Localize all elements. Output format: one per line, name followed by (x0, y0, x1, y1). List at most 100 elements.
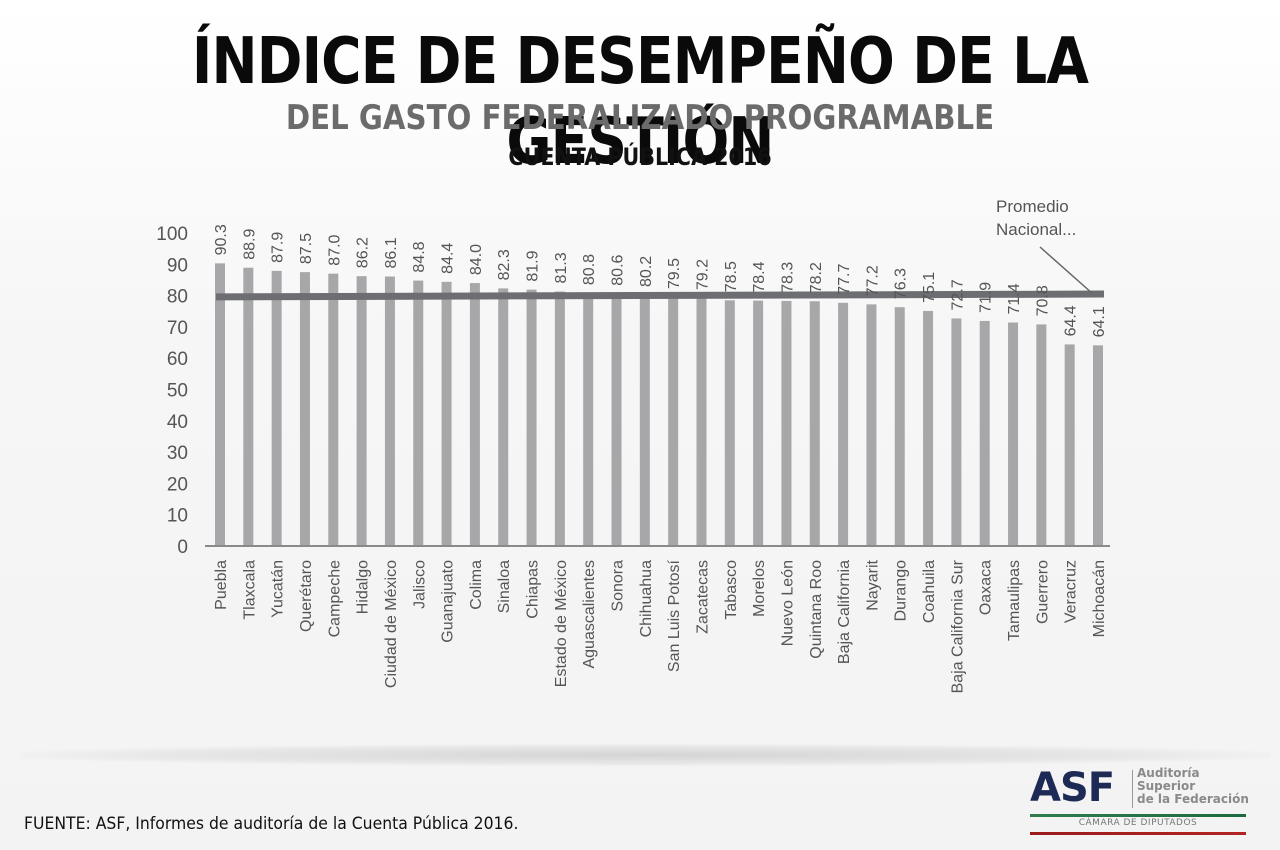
x-tick-label: Oaxaca (978, 560, 995, 615)
bar (668, 297, 679, 546)
y-tick-label: 70 (167, 318, 188, 339)
data-label: 78.4 (751, 261, 768, 292)
bar (979, 320, 990, 546)
data-label: 64.1 (1091, 306, 1108, 337)
average-line-group (215, 290, 1105, 301)
bar (838, 302, 849, 546)
y-axis: 0 10 20 30 40 50 60 70 80 90 100 (156, 224, 188, 558)
data-label: 84.0 (468, 244, 485, 275)
x-tick-label: Querétaro (298, 560, 315, 632)
logo-acronym: ASF (1030, 765, 1115, 811)
x-tick-label: Baja California (836, 560, 853, 664)
logo-camara: CÁMARA DE DIPUTADOS (1078, 818, 1198, 828)
y-tick-label: 20 (167, 474, 188, 495)
data-label: 71.9 (978, 282, 995, 313)
y-tick-label: 100 (156, 224, 188, 245)
y-tick-label: 10 (167, 506, 188, 527)
data-label: 75.1 (921, 272, 938, 303)
bar (215, 263, 225, 546)
x-tick-label: Tabasco (723, 560, 740, 620)
data-label: 78.2 (808, 262, 825, 293)
asf-logo: ASF Auditoría Superior de la Federación … (1030, 766, 1250, 838)
logo-green-stripe (1030, 814, 1246, 817)
x-tick-label: Quintana Roo (808, 560, 825, 659)
average-annotation: Promedio Nacional... (996, 197, 1094, 295)
data-label: 76.3 (893, 268, 910, 299)
data-label: 87.0 (326, 234, 343, 265)
y-tick-label: 90 (167, 255, 188, 276)
divider-shadow (20, 744, 1270, 766)
bar (724, 300, 735, 546)
logo-name-line2: Superior (1137, 779, 1196, 793)
data-label: 84.8 (411, 241, 428, 272)
data-label: 80.6 (610, 254, 627, 285)
x-tick-label: Chihuahua (638, 560, 655, 638)
data-label: 70.8 (1034, 285, 1051, 316)
bar (611, 293, 622, 546)
x-tick-label: Hidalgo (355, 560, 372, 614)
data-label: 79.2 (694, 259, 711, 290)
x-tick-label: Coahuila (921, 560, 938, 623)
data-label: 78.5 (723, 261, 740, 292)
logo-name-line1: Auditoría (1137, 766, 1200, 780)
bar (753, 300, 764, 546)
x-tick-label: Sonora (610, 560, 627, 612)
data-label: 77.2 (864, 265, 881, 296)
x-tick-label: Baja California Sur (949, 559, 966, 693)
bar (809, 301, 820, 546)
data-label: 90.3 (213, 224, 230, 255)
logo-name: Auditoría Superior de la Federación (1137, 767, 1249, 806)
data-label: 77.7 (836, 264, 853, 295)
annotation-leader-line (1039, 246, 1094, 295)
x-tick-label: Guerrero (1034, 560, 1051, 624)
logo-separator (1132, 770, 1133, 808)
bar (469, 283, 480, 546)
data-labels: 90.3 88.9 87.9 87.5 87.0 86.2 86.1 84.8 84.4 84.0… (213, 224, 1108, 337)
bar (923, 310, 934, 546)
x-tick-label: Tlaxcala (241, 560, 258, 620)
x-tick-label: Campeche (326, 560, 343, 637)
bar (639, 294, 650, 546)
x-tick-label: Veracruz (1063, 560, 1080, 623)
bar (356, 276, 367, 546)
average-line (215, 290, 1105, 301)
bar (271, 270, 282, 546)
bar (498, 288, 509, 546)
x-tick-label: Estado de México (553, 560, 570, 687)
data-label: 87.9 (270, 232, 287, 263)
x-tick-label: Aguascalientes (581, 560, 598, 669)
data-label: 80.2 (638, 256, 655, 287)
y-tick-label: 30 (167, 443, 188, 464)
y-tick-label: 60 (167, 349, 188, 370)
page-subtitle-year: CUENTA PÚBLICA 2016 (508, 143, 772, 171)
bars (215, 263, 1103, 546)
y-tick-label: 50 (167, 381, 188, 402)
bar (696, 298, 707, 546)
bar (413, 280, 424, 546)
data-label: 84.4 (440, 243, 457, 274)
y-tick-label: 0 (177, 537, 188, 558)
data-label: 86.2 (355, 237, 372, 268)
bar (781, 300, 792, 546)
bar (866, 304, 877, 546)
data-label: 81.9 (525, 250, 542, 281)
data-label: 79.5 (666, 258, 683, 289)
x-tick-label: San Luis Potosí (666, 559, 683, 672)
bar (554, 291, 565, 546)
x-tick-label: Guanajuato (440, 560, 457, 643)
x-tick-label: Michoacán (1091, 560, 1108, 637)
bar (299, 272, 310, 546)
x-tick-label: Chiapas (525, 560, 542, 619)
bar (894, 307, 905, 546)
data-label: 82.3 (496, 249, 513, 280)
x-tick-label: Ciudad de México (383, 560, 400, 688)
x-tick-label: Durango (893, 560, 910, 621)
x-tick-label: Morelos (751, 560, 768, 617)
annotation-label-line2: Nacional... (996, 220, 1076, 239)
logo-name-line3: de la Federación (1137, 792, 1249, 806)
bar (583, 293, 594, 546)
bar (951, 318, 962, 546)
data-label: 86.1 (383, 237, 400, 268)
bar (328, 273, 339, 546)
